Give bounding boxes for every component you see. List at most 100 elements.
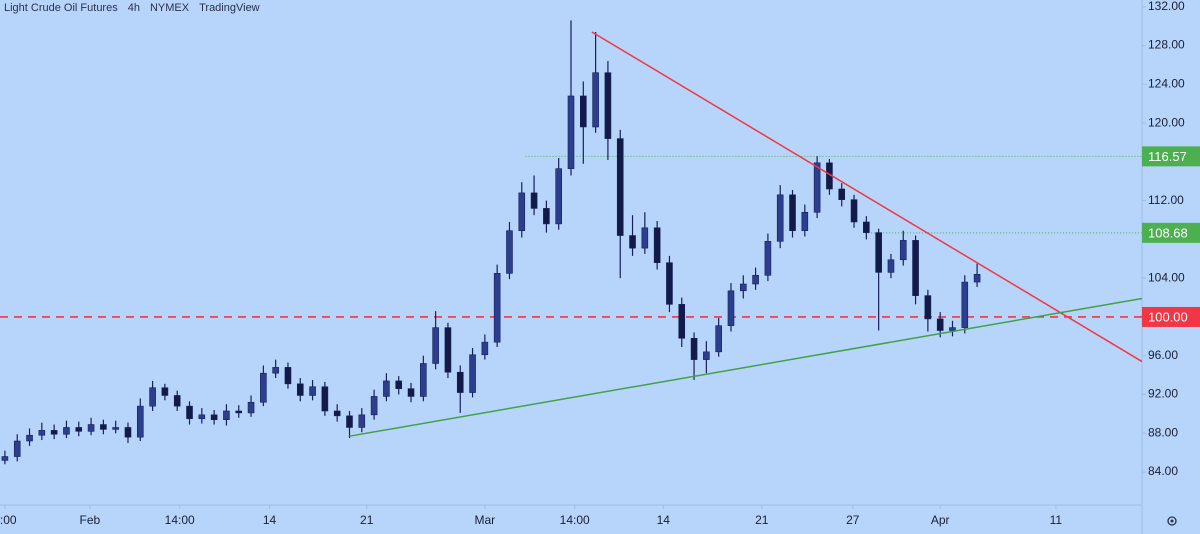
candle-body	[13, 440, 21, 457]
header-exchange: NYMEX	[150, 2, 190, 14]
candle-body	[703, 351, 710, 360]
candle-body	[850, 199, 858, 223]
candle-body	[764, 241, 772, 276]
header-source: TradingView	[199, 2, 260, 14]
candle-body	[173, 395, 181, 407]
candle-body	[198, 414, 206, 420]
candle-body	[63, 427, 70, 435]
candle-body	[333, 410, 341, 417]
candle-body	[604, 72, 612, 139]
candle-body	[235, 410, 243, 414]
candle-body	[370, 396, 378, 416]
candle-body	[124, 427, 132, 438]
candle-body	[395, 380, 403, 389]
x-tick-label: 14	[657, 513, 671, 527]
candle-body	[949, 327, 956, 331]
candle-body	[247, 401, 255, 414]
candle-body	[838, 188, 846, 200]
candle-body	[629, 235, 636, 249]
y-tick-label: 84.00	[1148, 464, 1178, 478]
candle-body	[358, 414, 366, 428]
candle-body	[87, 424, 95, 432]
candle-body	[555, 168, 562, 225]
candle-body	[518, 192, 526, 231]
candle-body	[789, 194, 796, 231]
y-tick-label: 128.00	[1148, 38, 1185, 52]
candle-body	[469, 354, 476, 393]
candle-body	[678, 304, 686, 339]
trend-line	[349, 297, 1143, 437]
y-tick-label: 104.00	[1148, 270, 1185, 284]
candle-body	[961, 281, 969, 328]
candle-body	[715, 325, 722, 353]
x-tick-label: 14:00	[165, 513, 195, 527]
candle-body	[210, 414, 218, 421]
x-tick-label: Apr	[931, 513, 950, 527]
header: Light Crude Oil Futures 4h NYMEX TradingVie…	[4, 2, 260, 14]
candle-body	[973, 274, 981, 283]
x-tick-label: 14:00	[560, 513, 590, 527]
candle-body	[899, 240, 907, 261]
level-label: 108.68	[1148, 225, 1188, 240]
candle-body	[592, 72, 599, 128]
x-tick-label: 14	[263, 513, 277, 527]
candle-body	[112, 427, 119, 430]
candle-body	[50, 430, 58, 435]
candle-body	[912, 240, 919, 296]
candle-body	[321, 386, 329, 412]
candle-body	[666, 262, 673, 305]
candle-body	[580, 95, 587, 128]
candle-body	[813, 162, 821, 213]
candle-body	[493, 273, 501, 343]
x-tick-label: 11	[1050, 513, 1063, 527]
candle-body	[924, 295, 932, 320]
x-tick-label: Feb	[79, 513, 100, 527]
candle-body	[100, 424, 107, 430]
y-tick-label: 112.00	[1148, 193, 1184, 207]
candle-body	[383, 380, 390, 397]
candle-body	[432, 327, 439, 364]
candle-body	[641, 227, 649, 249]
candle-body	[936, 318, 944, 331]
candle-body	[149, 387, 156, 407]
candle-body	[530, 192, 538, 209]
header-title: Light Crude Oil Futures	[4, 2, 118, 14]
candle-body	[863, 221, 870, 233]
gear-hub	[1170, 519, 1174, 523]
x-tick-label: Mar	[475, 513, 496, 527]
candle-body	[75, 427, 83, 432]
candle-body	[752, 274, 759, 285]
candle-body	[653, 227, 661, 263]
candle-body	[543, 208, 550, 225]
candle-body	[444, 327, 452, 373]
candle-body	[309, 386, 316, 396]
y-tick-label: 120.00	[1148, 115, 1185, 129]
level-label: 100.00	[1148, 309, 1188, 324]
candle-body	[296, 383, 304, 396]
trend-line	[591, 31, 1143, 363]
candle-body	[456, 371, 464, 393]
candle-body	[801, 211, 809, 231]
y-tick-label: 96.00	[1148, 348, 1178, 362]
level-label-box	[1142, 306, 1200, 327]
x-tick-label: 27	[846, 513, 860, 527]
candle-body	[284, 367, 292, 385]
candle-body	[161, 387, 169, 396]
candle-body	[346, 415, 353, 428]
candle-body	[186, 405, 193, 420]
settings-icon[interactable]	[1167, 516, 1177, 526]
candle-body	[136, 405, 144, 438]
level-label-box	[1142, 222, 1200, 243]
y-tick-label: 132.00	[1148, 0, 1185, 13]
candle-body	[690, 337, 698, 360]
candle-body	[223, 410, 230, 421]
candle-body	[506, 230, 513, 274]
candle-body	[875, 232, 882, 273]
y-tick-label: 92.00	[1148, 387, 1178, 401]
candle-body	[260, 372, 267, 403]
gear	[1167, 516, 1177, 526]
candle-body	[616, 138, 624, 236]
y-tick-label: 88.00	[1148, 425, 1178, 439]
